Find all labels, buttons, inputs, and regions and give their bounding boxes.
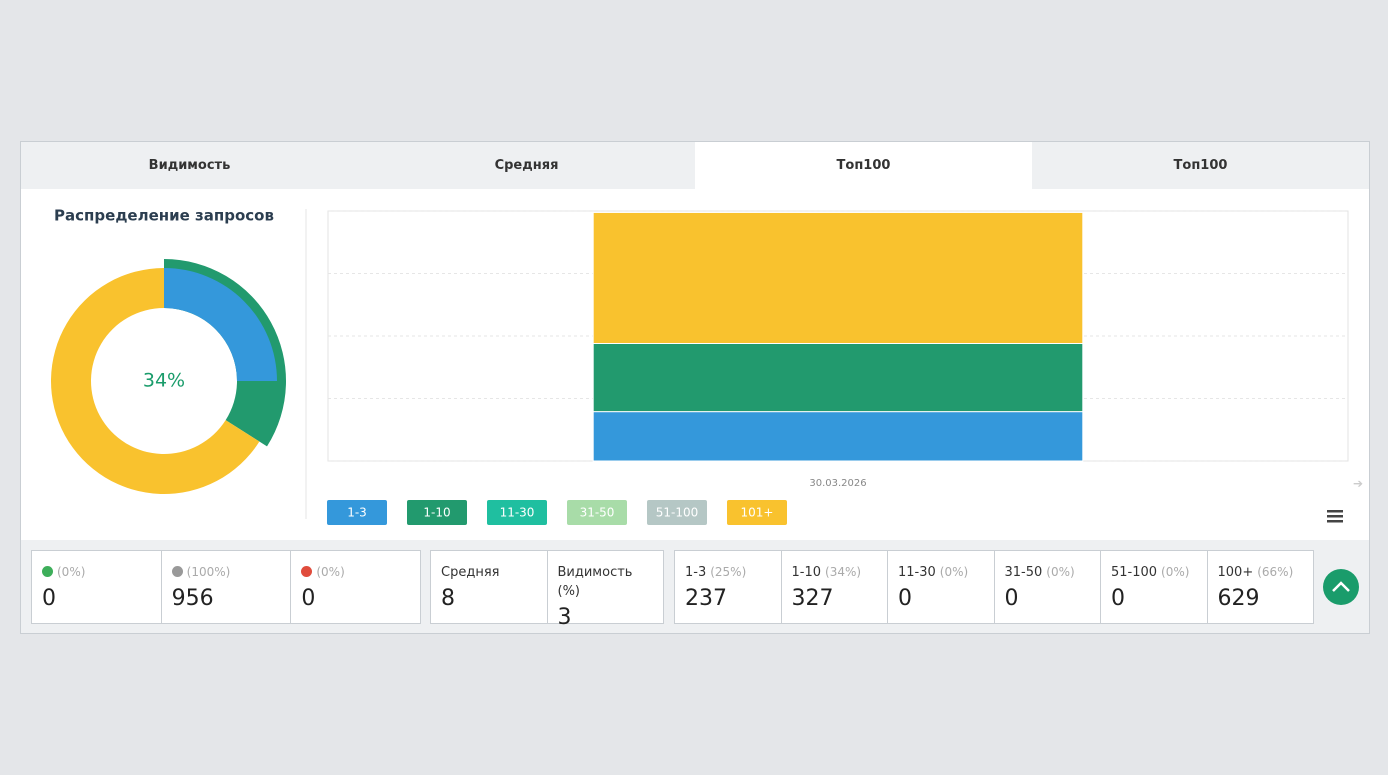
stat-card: (0%) 0 — [291, 551, 420, 623]
stat-note: (34%) — [825, 565, 862, 579]
stat-value: 0 — [898, 586, 912, 611]
donut-title: Распределение запросов — [54, 207, 274, 225]
stat-head: (100%) — [171, 561, 281, 580]
stat-card: (100%) 956 — [162, 551, 292, 623]
stat-head: Средняя — [441, 561, 537, 580]
stat-head: 51-100 (0%) — [1111, 561, 1197, 580]
legend-label: 1-3 — [347, 506, 367, 520]
donut-center-label: 34% — [143, 370, 185, 392]
bar-segment — [592, 343, 1084, 413]
panel: Видимость Средняя Топ100 Топ100 Распределен… — [20, 141, 1370, 634]
stat-card: 1-3 (25%) 237 — [675, 551, 782, 623]
stat-value: 0 — [301, 586, 316, 611]
bar-segment — [592, 211, 1084, 345]
legend-swatch — [727, 500, 787, 525]
stat-note: (100%) — [186, 565, 231, 579]
tab-bar: Видимость Средняя Топ100 Топ100 — [21, 142, 1369, 189]
stat-card: Видимость (%) 3 — [548, 551, 664, 630]
stat-label: Видимость (%) — [557, 565, 633, 599]
legend-label: 31-50 — [580, 506, 615, 520]
menu-line — [1327, 510, 1343, 513]
stat-card: 100+ (66%) 629 — [1208, 551, 1314, 623]
stat-label: 11-30 — [898, 565, 936, 580]
stat-value: 0 — [1004, 586, 1019, 611]
scroll-top[interactable] — [1322, 568, 1360, 606]
stat-icon — [42, 566, 53, 577]
stat-group: 1-3 (25%) 237 1-10 (34%) 327 11-30 (0%) 0 31-50 (0… — [674, 550, 1314, 624]
content: Распределение запросов ➔ 34% 30.03.2026 1-… — [21, 189, 1369, 540]
donut-segment — [164, 268, 277, 381]
legend-label: 11-30 — [500, 506, 535, 520]
stat-icon — [301, 566, 313, 577]
stat-icon — [171, 566, 183, 577]
stat-value: 327 — [791, 586, 834, 611]
menu-line — [1327, 520, 1343, 523]
stat-value: 629 — [1217, 586, 1260, 611]
stat-value: 0 — [1111, 586, 1125, 611]
tab[interactable]: Средняя — [494, 158, 559, 173]
stat-note: (0%) — [57, 565, 86, 579]
legend-swatch — [567, 500, 627, 525]
charts: Распределение запросов ➔ 34% 30.03.2026 1-… — [51, 207, 1363, 525]
stat-card: Средняя 8 — [431, 551, 548, 623]
stat-card: 31-50 (0%) 0 — [995, 551, 1101, 623]
legend-item[interactable]: 51-100 — [647, 500, 707, 525]
stat-value: 0 — [42, 586, 56, 611]
legend-item[interactable]: 1-10 — [407, 500, 467, 525]
scroll-top-arrow — [1332, 581, 1350, 592]
stat-label: 1-3 — [685, 565, 707, 580]
stat-label: 1-10 — [791, 565, 822, 580]
stat-card: 51-100 (0%) 0 — [1101, 551, 1208, 623]
legend-swatch — [647, 500, 707, 525]
stat-group: (0%) 0 (100%) 956 (0%) 0 — [31, 550, 421, 624]
stat-note: (66%) — [1257, 565, 1294, 579]
menu-line — [1327, 515, 1343, 518]
stat-note: (0%) — [316, 565, 345, 579]
x-tick-label: 30.03.2026 — [809, 478, 866, 489]
stat-label: 100+ — [1217, 565, 1254, 580]
stat-head: (0%) — [42, 561, 151, 580]
stat-head: 100+ (66%) — [1218, 561, 1304, 580]
stat-card: (0%) 0 — [32, 551, 162, 623]
tab[interactable]: Видимость — [148, 158, 231, 173]
stat-note: (25%) — [710, 565, 747, 579]
scroll-top-circle — [1323, 569, 1359, 605]
tab[interactable]: Топ100 — [695, 142, 1032, 189]
stat-card: 1-10 (34%) 327 — [782, 551, 888, 623]
stat-head: 11-30 (0%) — [898, 561, 984, 580]
legend-swatch — [327, 500, 387, 525]
stat-label: Средняя — [441, 565, 500, 580]
bar-segment — [592, 411, 1084, 462]
stat-value: 237 — [685, 586, 727, 611]
stat-group: Средняя 8 Видимость (%) 3 — [430, 550, 664, 630]
scroll-arrow: ➔ — [1353, 477, 1363, 491]
legend-label: 101+ — [741, 506, 774, 520]
legend-item[interactable]: 31-50 — [567, 500, 627, 525]
tab[interactable]: Топ100 — [1173, 158, 1228, 173]
legend-item[interactable]: 101+ — [727, 500, 787, 525]
stat-value: 8 — [441, 586, 455, 611]
donut-segment — [51, 268, 260, 494]
stat-note: (0%) — [939, 565, 969, 579]
stat-label: 51-100 — [1111, 565, 1158, 580]
stat-note: (0%) — [1161, 565, 1190, 579]
stat-label: 31-50 — [1004, 565, 1043, 580]
legend-swatch — [487, 500, 547, 525]
legend-item[interactable]: 1-3 — [327, 500, 387, 525]
stat-card: 11-30 (0%) 0 — [888, 551, 995, 623]
legend-swatch — [407, 500, 467, 525]
menu-icon[interactable] — [1327, 510, 1343, 523]
stat-head: (0%) — [301, 561, 410, 580]
stat-value: 956 — [171, 586, 214, 611]
stat-note: (0%) — [1046, 565, 1075, 579]
legend-label: 1-10 — [423, 506, 450, 520]
legend-label: 51-100 — [656, 506, 699, 520]
stat-head: 1-10 (34%) — [792, 561, 878, 580]
legend-item[interactable]: 11-30 — [487, 500, 547, 525]
stat-head: 1-3 (25%) — [685, 561, 771, 580]
stat-value: 3 — [557, 605, 572, 630]
stat-head: Видимость (%) — [558, 561, 654, 599]
stat-head: 31-50 (0%) — [1005, 561, 1091, 580]
